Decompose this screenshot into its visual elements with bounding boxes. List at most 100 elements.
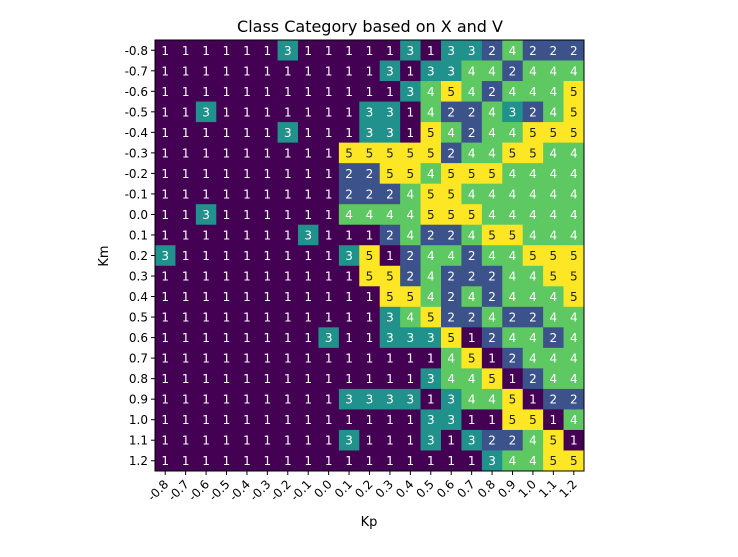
heatmap-cell <box>338 368 360 390</box>
cell-value-label: 1 <box>325 64 333 78</box>
cell-value-label: 3 <box>407 331 415 345</box>
heatmap-cell <box>400 204 421 226</box>
cell-value-label: 1 <box>223 85 231 99</box>
cell-value-label: 2 <box>386 187 394 201</box>
heatmap-cell <box>400 306 421 328</box>
cell-value-label: 4 <box>407 187 415 201</box>
cell-value-label: 4 <box>427 105 435 119</box>
cell-value-label: 2 <box>550 393 558 407</box>
heatmap-cell <box>175 388 197 410</box>
cell-value-label: 1 <box>284 270 292 284</box>
heatmap-cell <box>318 388 340 410</box>
heatmap-cell <box>379 286 401 308</box>
cell-value-label: 4 <box>570 146 578 160</box>
cell-value-label: 1 <box>264 249 272 263</box>
heatmap-cell <box>543 60 564 82</box>
heatmap-cell <box>522 265 544 287</box>
heatmap-cell <box>155 81 176 102</box>
cell-value-label: 3 <box>386 64 394 78</box>
cell-value-label: 1 <box>386 85 394 99</box>
heatmap-cell <box>236 368 258 390</box>
heatmap-cell <box>338 409 360 431</box>
heatmap-cell <box>400 286 421 308</box>
cell-value-label: 1 <box>304 372 312 386</box>
heatmap-cell <box>461 101 483 123</box>
heatmap-cell <box>236 409 258 431</box>
heatmap-cell <box>298 409 319 431</box>
heatmap-cell <box>522 183 544 205</box>
heatmap-cell <box>175 245 197 267</box>
heatmap-cell <box>338 429 360 451</box>
heatmap-cell <box>338 265 360 287</box>
heatmap-cell <box>359 327 381 349</box>
cell-value-label: 4 <box>550 352 558 366</box>
heatmap-cell <box>257 142 278 164</box>
heatmap-cell <box>563 224 585 246</box>
cell-value-label: 3 <box>366 126 374 140</box>
cell-value-label: 1 <box>345 290 353 304</box>
cell-value-label: 1 <box>284 167 292 181</box>
cell-value-label: 1 <box>202 44 210 58</box>
heatmap-cell <box>379 388 401 410</box>
cell-value-label: 1 <box>161 187 169 201</box>
heatmap-cell <box>441 306 462 328</box>
heatmap-cell <box>195 40 217 61</box>
heatmap-cell <box>461 142 483 164</box>
heatmap-cell <box>400 60 421 82</box>
cell-value-label: 4 <box>427 270 435 284</box>
cell-value-label: 4 <box>570 167 578 181</box>
heatmap-cell <box>441 245 462 267</box>
cell-value-label: 2 <box>407 249 415 263</box>
heatmap-cell <box>502 327 524 349</box>
y-tick-label: 0.8 <box>129 372 148 386</box>
cell-value-label: 1 <box>264 454 272 468</box>
heatmap-cell <box>257 245 278 267</box>
heatmap-cell <box>338 60 360 82</box>
cell-value-label: 4 <box>509 126 517 140</box>
heatmap-cell <box>522 101 544 123</box>
heatmap-cell <box>563 204 585 226</box>
x-tick-label: 0.0 <box>311 477 334 500</box>
heatmap-cell <box>359 347 381 369</box>
heatmap-cell <box>563 327 585 349</box>
heatmap-cell <box>359 60 381 82</box>
heatmap-cell <box>216 306 238 328</box>
cell-value-label: 3 <box>386 331 394 345</box>
heatmap-cell <box>400 450 421 472</box>
cell-value-label: 2 <box>509 352 517 366</box>
heatmap-cell <box>175 142 197 164</box>
cell-value-label: 5 <box>509 413 517 427</box>
cell-value-label: 3 <box>386 311 394 325</box>
heatmap-cell <box>543 388 564 410</box>
cell-value-label: 5 <box>447 85 455 99</box>
cell-value-label: 1 <box>182 352 190 366</box>
cell-value-label: 1 <box>325 146 333 160</box>
cell-value-label: 4 <box>570 64 578 78</box>
heatmap-cell <box>522 40 544 61</box>
heatmap-cell <box>481 306 503 328</box>
heatmap-cell <box>236 450 258 472</box>
heatmap-cell <box>481 409 503 431</box>
cell-value-label: 2 <box>468 270 476 284</box>
cell-value-label: 4 <box>509 270 517 284</box>
cell-value-label: 5 <box>427 208 435 222</box>
cell-value-label: 1 <box>345 270 353 284</box>
heatmap-cell <box>277 183 299 205</box>
heatmap-cell <box>379 245 401 267</box>
heatmap-cell <box>379 327 401 349</box>
heatmap-cell <box>318 81 340 102</box>
cell-value-label: 4 <box>509 167 517 181</box>
cell-value-label: 1 <box>304 331 312 345</box>
cell-value-label: 1 <box>366 372 374 386</box>
heatmap-cell <box>563 265 585 287</box>
cell-value-label: 5 <box>570 105 578 119</box>
heatmap-cell <box>461 327 483 349</box>
cell-value-label: 1 <box>161 434 169 448</box>
heatmap-cell <box>257 40 278 61</box>
cell-value-label: 1 <box>304 105 312 119</box>
heatmap-cell <box>379 81 401 102</box>
heatmap-cell <box>359 204 381 226</box>
heatmap-cell <box>216 327 238 349</box>
cell-value-label: 1 <box>284 105 292 119</box>
heatmap-cell <box>298 163 319 185</box>
